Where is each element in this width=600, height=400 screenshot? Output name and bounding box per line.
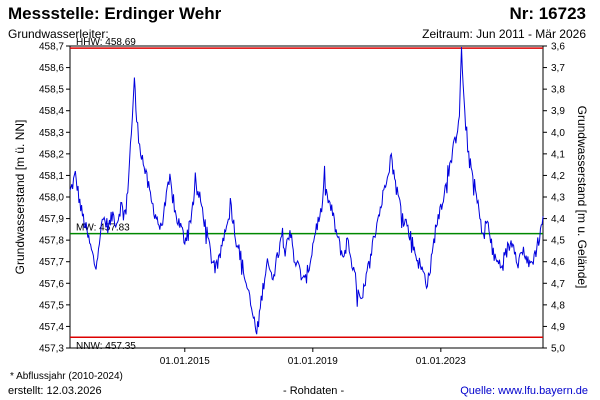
ref-label-hhw: HHW: 458.69 bbox=[76, 37, 136, 48]
y2-tick-label: 4,2 bbox=[551, 171, 565, 182]
y2-tick-label: 4,1 bbox=[551, 149, 565, 160]
y2-tick-label: 4,0 bbox=[551, 128, 565, 139]
ref-label-nnw: NNW: 457.35 bbox=[76, 341, 136, 352]
series-line bbox=[69, 47, 544, 335]
y-tick-label: 457,4 bbox=[39, 322, 64, 333]
y2-tick-label: 5,0 bbox=[551, 344, 565, 355]
y2-tick-label: 3,8 bbox=[551, 85, 565, 96]
x-tick-label: 01.01.2015 bbox=[160, 356, 210, 367]
y2-tick-label: 4,7 bbox=[551, 279, 565, 290]
y2-tick-label: 3,9 bbox=[551, 106, 565, 117]
y2-tick-label: 4,9 bbox=[551, 322, 565, 333]
y-tick-label: 457,8 bbox=[39, 236, 64, 247]
y2-tick-label: 4,4 bbox=[551, 214, 565, 225]
plot-frame bbox=[69, 45, 544, 349]
y2-tick-label: 3,6 bbox=[551, 42, 565, 53]
y-tick-label: 458,1 bbox=[39, 171, 64, 182]
y-tick-label: 458,5 bbox=[39, 85, 64, 96]
station-number: Nr: 16723 bbox=[509, 4, 586, 23]
page-title: Messstelle: Erdinger Wehr bbox=[8, 4, 222, 23]
y-tick-label: 457,9 bbox=[39, 214, 64, 225]
y-tick-label: 458,2 bbox=[39, 149, 64, 160]
source-link[interactable]: Quelle: www.lfu.bayern.de bbox=[460, 385, 588, 397]
y-tick-label: 458,3 bbox=[39, 128, 64, 139]
x-tick-label: 01.01.2023 bbox=[416, 356, 466, 367]
aquifer-label: Grundwasserleiter: bbox=[8, 27, 109, 41]
period-label: Zeitraum: Jun 2011 - Mär 2026 bbox=[422, 27, 586, 41]
y2-tick-label: 4,5 bbox=[551, 236, 565, 247]
y-tick-label: 458,4 bbox=[39, 106, 64, 117]
y-tick-label: 457,5 bbox=[39, 300, 64, 311]
y2-axis-title: Grundwasserstand [m u. Gelände] bbox=[575, 106, 589, 289]
y-tick-label: 458,0 bbox=[39, 193, 64, 204]
y2-tick-label: 4,8 bbox=[551, 300, 565, 311]
rawdata-label: - Rohdaten - bbox=[283, 385, 345, 397]
created-date: erstellt: 12.03.2026 bbox=[8, 385, 102, 397]
y-tick-label: 457,6 bbox=[39, 279, 64, 290]
footnote: * Abflussjahr (2010-2024) bbox=[10, 371, 123, 382]
x-tick-label: 01.01.2019 bbox=[288, 356, 338, 367]
y2-tick-label: 4,6 bbox=[551, 257, 565, 268]
y-tick-label: 457,7 bbox=[39, 257, 64, 268]
y2-tick-label: 4,3 bbox=[551, 193, 565, 204]
y-axis-title: Grundwasserstand [m ü. NN] bbox=[13, 120, 27, 275]
y-tick-label: 458,7 bbox=[39, 42, 64, 53]
y-tick-label: 457,3 bbox=[39, 344, 64, 355]
ref-label-mw: MW: 457.83 bbox=[76, 223, 130, 234]
y2-tick-label: 3,7 bbox=[551, 63, 565, 74]
y-tick-label: 458,6 bbox=[39, 63, 64, 74]
